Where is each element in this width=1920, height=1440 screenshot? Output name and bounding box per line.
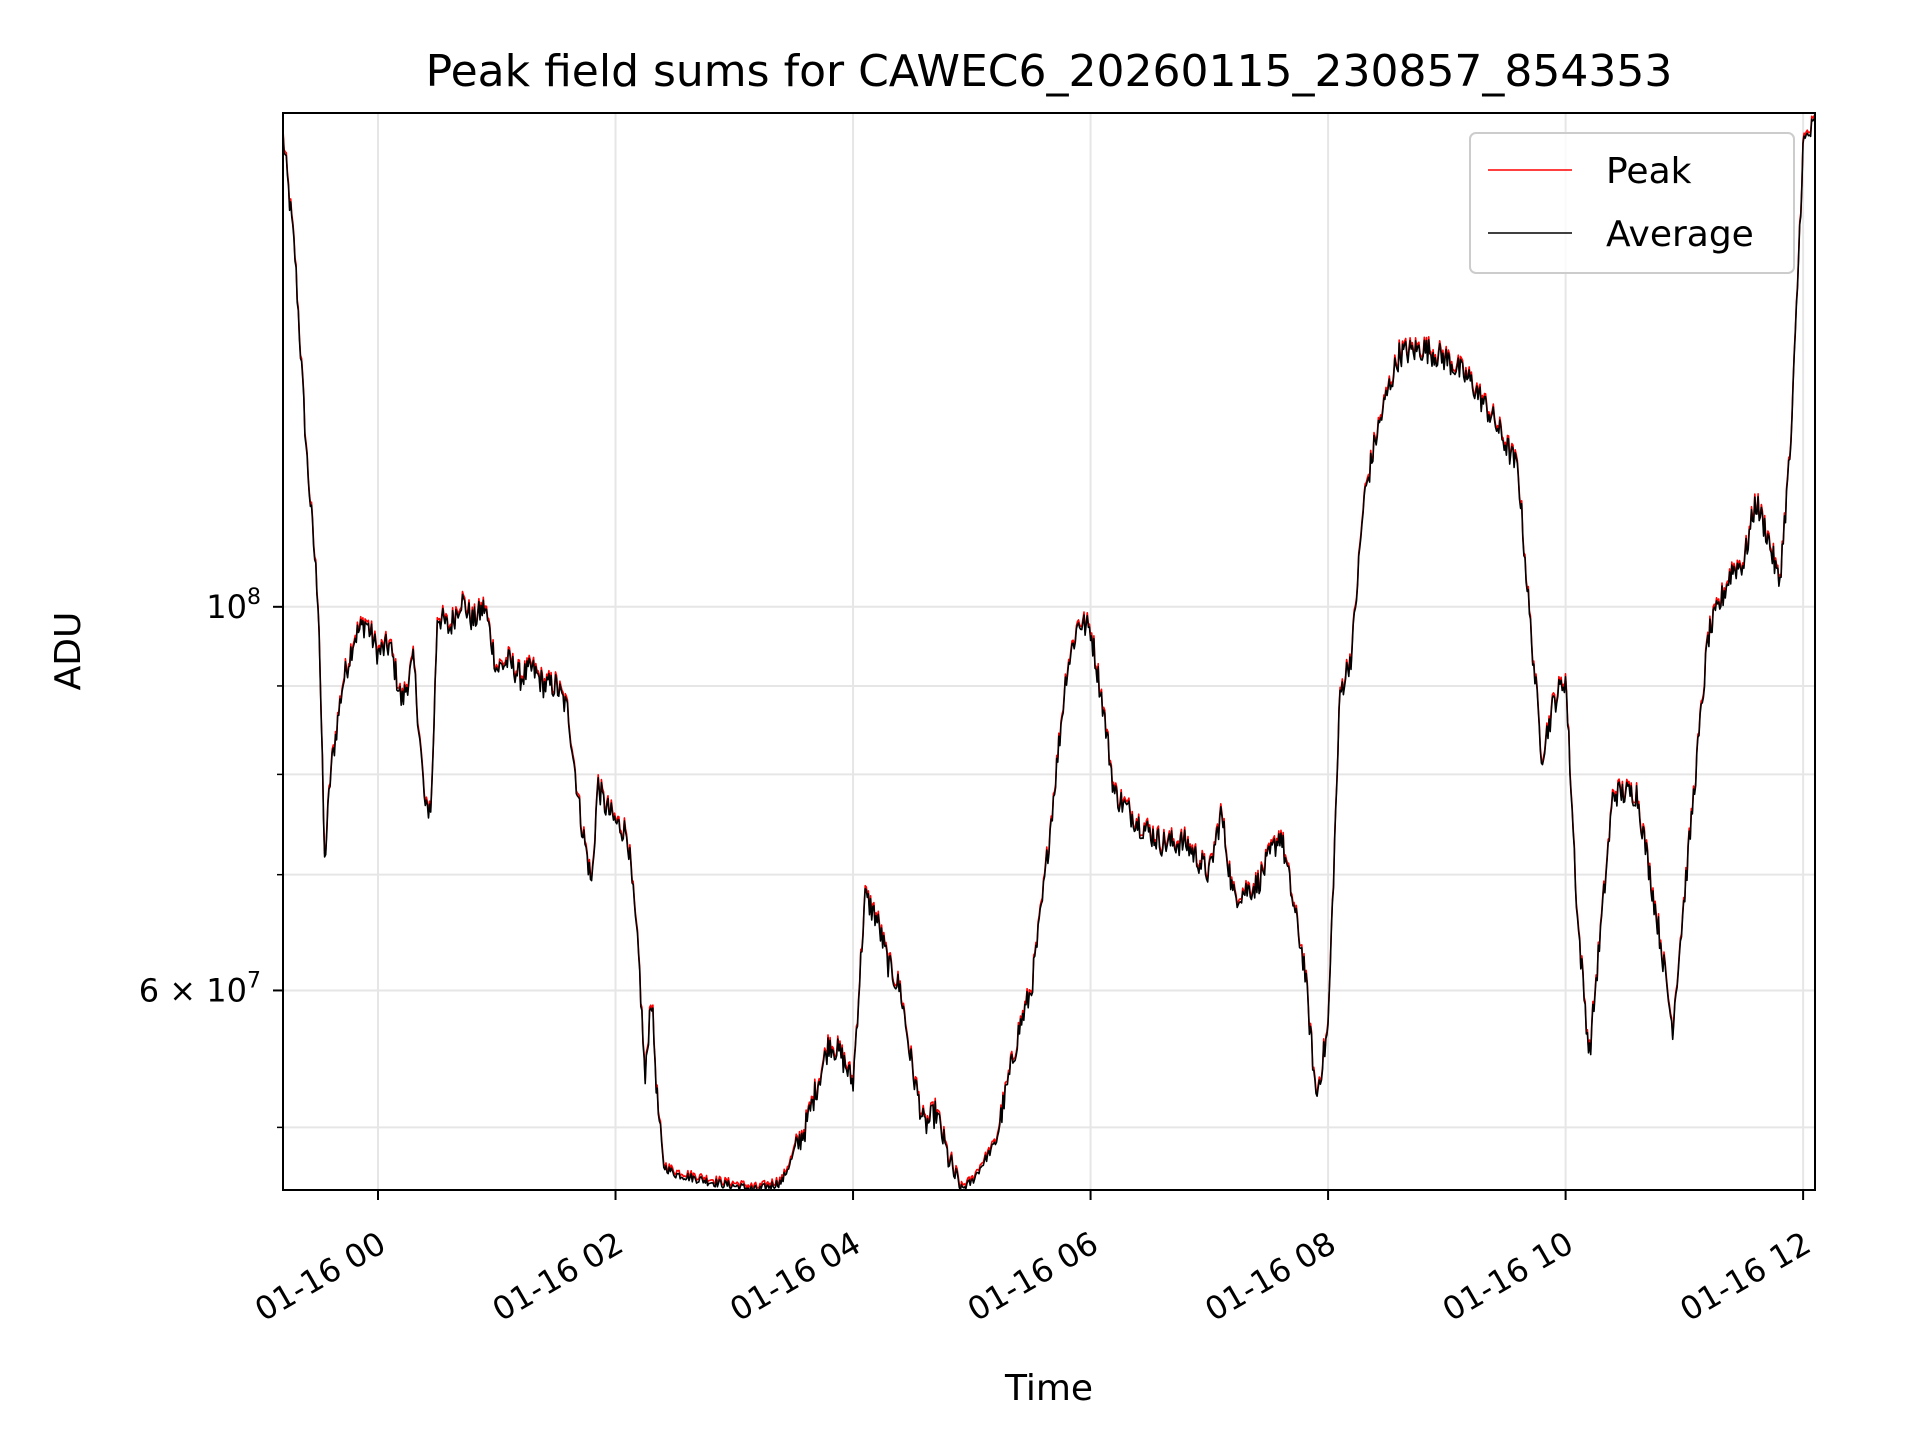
y-tick-label: 108	[206, 585, 261, 626]
x-axis-label: Time	[1004, 1368, 1093, 1409]
y-tick-label: 6 × 107	[139, 968, 261, 1009]
legend: Peak Average	[1469, 132, 1795, 274]
chart-title: Peak field sums for CAWEC6_20260115_2308…	[426, 46, 1673, 97]
legend-label-peak: Peak	[1606, 151, 1692, 192]
series-line-average	[282, 116, 1816, 1191]
plot-frame	[282, 112, 1816, 1191]
y-axis-label: ADU	[48, 612, 89, 691]
legend-box	[1469, 132, 1795, 274]
series-layer	[282, 113, 1816, 1191]
grid	[283, 113, 1815, 1190]
legend-label-average: Average	[1606, 214, 1754, 255]
y-axis-ticks: 108 6 × 107	[139, 585, 283, 1129]
